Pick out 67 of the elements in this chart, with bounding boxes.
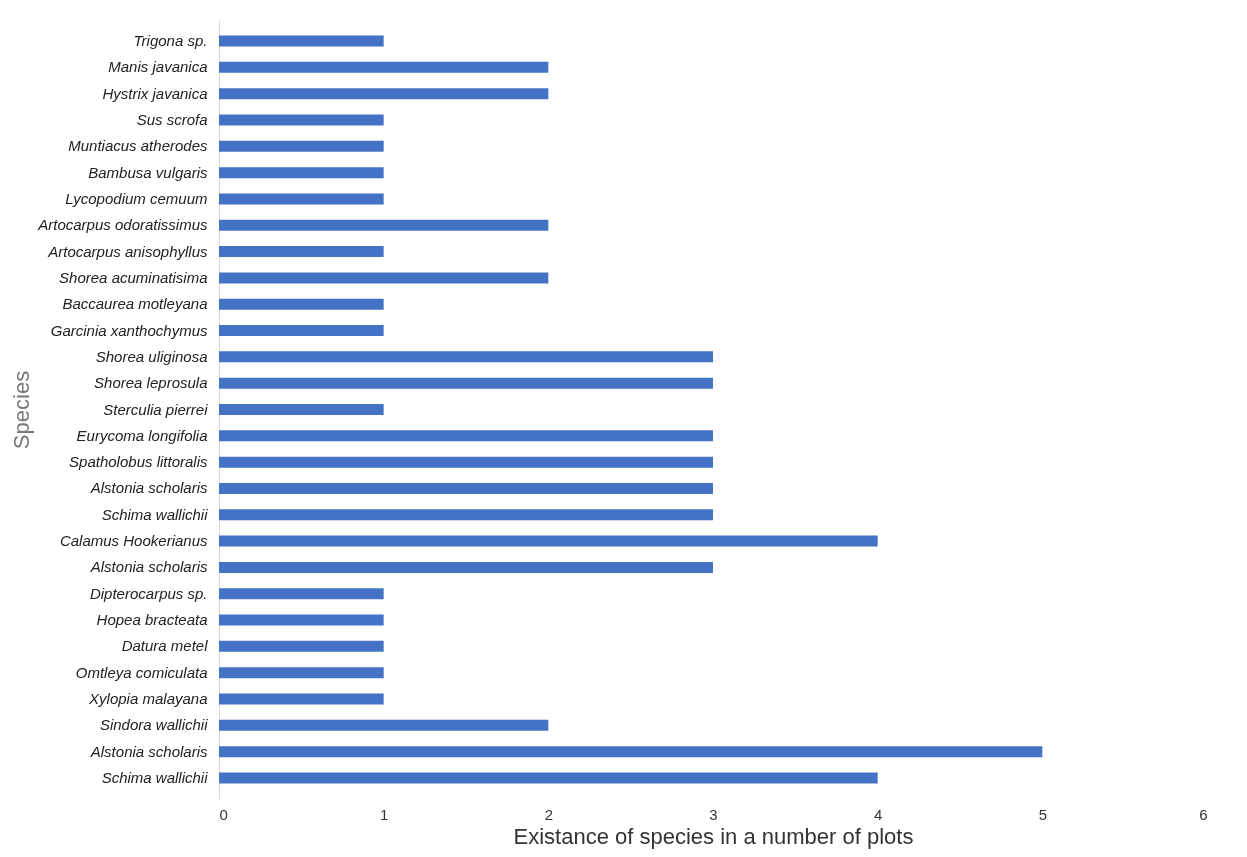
y-axis-title: Species bbox=[9, 370, 35, 450]
bar bbox=[219, 746, 1043, 758]
x-tick-label: 2 bbox=[544, 805, 554, 823]
x-tick-label: 6 bbox=[1199, 805, 1208, 823]
x-axis-title: Existance of species in a number of plots bbox=[513, 823, 914, 849]
y-tick-label: Trigona sp. bbox=[133, 32, 208, 50]
bar bbox=[219, 246, 384, 258]
bar bbox=[219, 219, 549, 231]
y-tick-label: Sterculia pierrei bbox=[103, 400, 209, 418]
y-tick-label: Shorea uliginosa bbox=[95, 347, 208, 365]
bar bbox=[219, 561, 713, 573]
x-tick-label: 3 bbox=[709, 805, 718, 823]
y-tick-label: Schima wallichii bbox=[101, 505, 209, 523]
y-tick-label: Baccaurea motleyana bbox=[62, 295, 208, 313]
bar bbox=[219, 509, 713, 521]
y-tick-label: Dipterocarpus sp. bbox=[89, 584, 208, 602]
bar bbox=[219, 404, 384, 415]
y-tick-label: Eurycoma longifolia bbox=[76, 426, 208, 444]
y-tick-label: Hopea bracteata bbox=[96, 611, 208, 629]
y-tick-label: Manis javanica bbox=[108, 58, 208, 76]
bar bbox=[219, 456, 713, 468]
bar bbox=[219, 298, 384, 310]
y-tick-label: Alstonia scholaris bbox=[89, 479, 208, 497]
bar bbox=[219, 667, 384, 679]
bar bbox=[219, 693, 384, 705]
y-tick-label: Sus scrofa bbox=[136, 111, 208, 129]
bar bbox=[219, 35, 384, 47]
bar bbox=[219, 325, 384, 337]
bar bbox=[219, 140, 384, 152]
bar bbox=[219, 272, 549, 284]
y-tick-label: Schima wallichii bbox=[101, 768, 209, 786]
y-tick-label: Omtleya comiculata bbox=[75, 663, 208, 681]
bar bbox=[219, 614, 384, 626]
y-tick-label: Artocarpus anisophyllus bbox=[47, 242, 208, 260]
y-tick-label: Alstonia scholaris bbox=[89, 742, 208, 760]
y-tick-label: Xylopia malayana bbox=[88, 689, 208, 707]
y-tick-label: Alstonia scholaris bbox=[89, 558, 208, 576]
y-tick-label: Calamus Hookerianus bbox=[59, 532, 208, 550]
x-tick-label: 0 bbox=[219, 805, 228, 823]
bar bbox=[219, 640, 384, 652]
bar bbox=[219, 61, 549, 73]
bar bbox=[219, 167, 384, 179]
y-tick-label: Shorea acuminatisima bbox=[59, 268, 208, 286]
bar bbox=[219, 588, 384, 600]
bar bbox=[219, 351, 713, 363]
y-tick-label: Bambusa vulgaris bbox=[88, 163, 208, 181]
y-tick-label: Spatholobus littoralis bbox=[69, 453, 208, 471]
y-tick-label: Hystrix javanica bbox=[102, 84, 208, 102]
bar bbox=[219, 719, 549, 731]
y-tick-label: Artocarpus odoratissimus bbox=[37, 216, 208, 234]
bar bbox=[219, 88, 549, 100]
bar bbox=[219, 772, 878, 784]
bar bbox=[219, 114, 384, 126]
y-tick-label: Garcinia xanthochymus bbox=[50, 321, 208, 339]
y-tick-label: Sindora wallichii bbox=[99, 716, 209, 734]
y-tick-label: Datura metel bbox=[121, 637, 209, 655]
bar bbox=[219, 377, 713, 389]
y-tick-label: Lycopodium cemuum bbox=[65, 189, 208, 207]
y-tick-label: Shorea leprosula bbox=[94, 374, 208, 392]
bar bbox=[219, 193, 384, 205]
y-tick-label: Muntiacus atherodes bbox=[68, 137, 208, 155]
bar bbox=[219, 430, 713, 442]
bar bbox=[219, 535, 878, 547]
x-tick-label: 5 bbox=[1038, 805, 1048, 823]
x-tick-label: 1 bbox=[379, 805, 389, 823]
bar bbox=[219, 482, 713, 494]
x-tick-label: 4 bbox=[873, 805, 883, 823]
